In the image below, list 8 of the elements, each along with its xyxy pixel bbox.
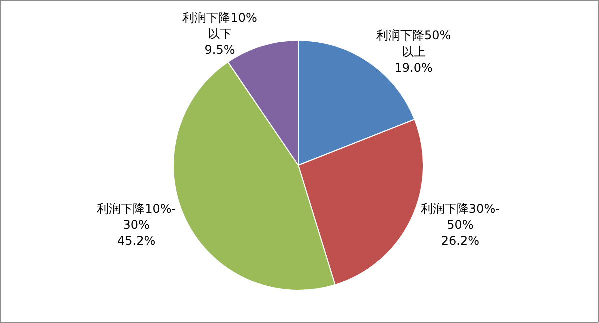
slice-label: 利润下降50% 以上 [376, 28, 452, 59]
data-label: 9.5% [204, 43, 236, 58]
slice-label: 利润下降10%- 30% [97, 202, 176, 232]
slice-label: 利润下降10% 以下 [182, 10, 258, 42]
data-label: 45.2% [118, 234, 156, 248]
data-label: 26.2% [441, 234, 480, 248]
data-label: 19.0% [394, 60, 433, 75]
slice-label: 利润下降30%- 50% [420, 202, 500, 232]
